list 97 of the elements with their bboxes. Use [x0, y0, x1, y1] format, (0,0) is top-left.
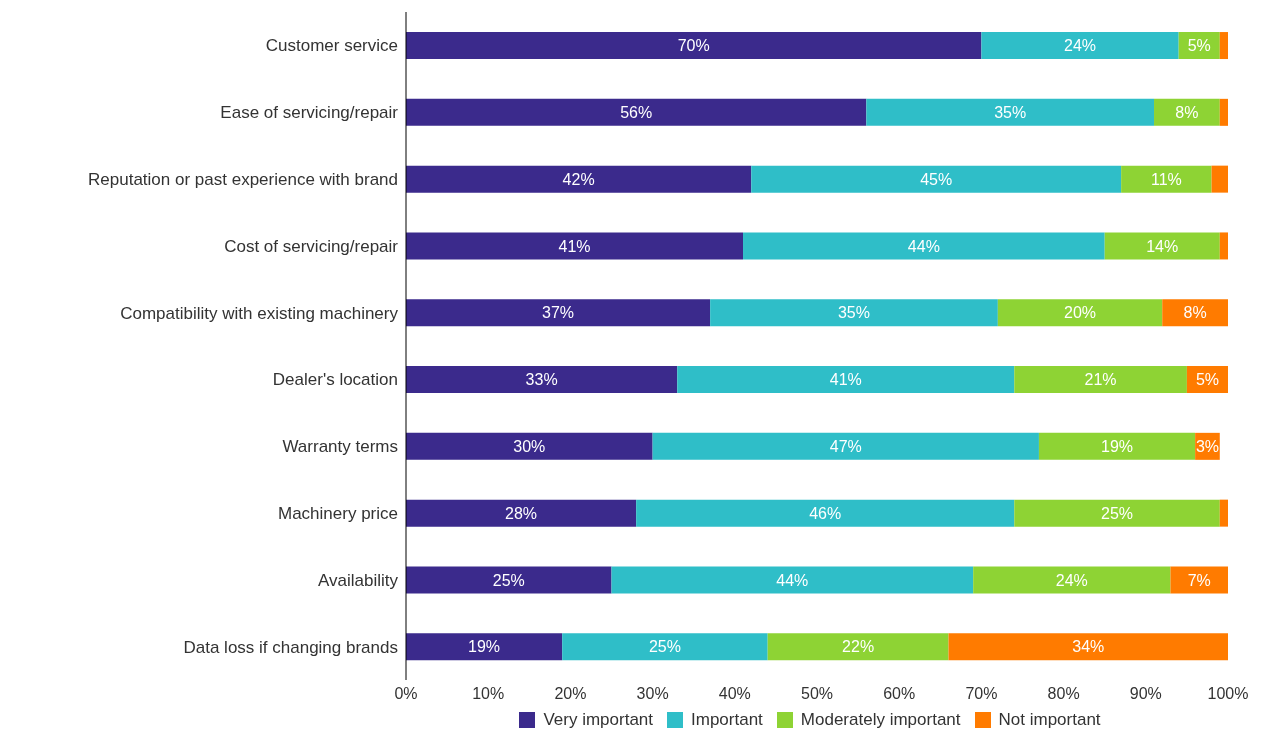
data-label: 11% — [1150, 170, 1182, 188]
bar — [406, 232, 744, 260]
bar — [406, 633, 563, 661]
y-tick-label: Availability — [317, 570, 399, 590]
data-label: 37% — [542, 304, 575, 322]
bar — [743, 232, 1105, 260]
bar — [767, 633, 949, 661]
data-label: 21% — [1084, 371, 1117, 389]
bar — [406, 165, 752, 193]
bar — [1219, 232, 1228, 260]
x-tick-label: 20% — [554, 685, 587, 703]
data-label: 33% — [525, 371, 558, 389]
data-label: 19% — [1101, 438, 1134, 456]
legend-label: Very important — [542, 710, 654, 730]
data-label: 5% — [1195, 371, 1220, 389]
data-label: 34% — [1072, 638, 1105, 656]
data-label: 56% — [620, 104, 653, 122]
data-label: 41% — [829, 371, 862, 389]
x-tick-label: 50% — [800, 685, 834, 703]
bar — [406, 499, 637, 527]
data-label: 30% — [513, 438, 546, 456]
y-tick-label: Dealer's location — [272, 370, 398, 390]
legend-label: Important — [690, 710, 763, 730]
bar — [1170, 566, 1228, 594]
x-tick-label: 40% — [718, 685, 751, 703]
data-label: 46% — [809, 504, 842, 522]
bar — [981, 32, 1179, 60]
data-label: 70% — [677, 37, 710, 55]
bar — [677, 366, 1015, 394]
bar — [997, 299, 1163, 327]
data-label: 20% — [1064, 304, 1097, 322]
bar — [1219, 98, 1228, 126]
data-label: 44% — [776, 571, 809, 589]
x-tick-label: 80% — [1047, 685, 1080, 703]
bar — [562, 633, 768, 661]
x-tick-label: 60% — [883, 685, 916, 703]
data-label: 45% — [920, 170, 953, 188]
y-tick-label: Cost of servicing/repair — [224, 236, 399, 256]
bar — [1014, 366, 1187, 394]
bar — [636, 499, 1015, 527]
data-label: 5% — [1187, 37, 1211, 55]
y-tick-label: Data loss if changing brands — [183, 637, 398, 657]
bar — [1121, 165, 1212, 193]
data-label: 28% — [505, 504, 538, 522]
bar — [1014, 499, 1220, 527]
bar — [1219, 499, 1228, 527]
bar — [751, 165, 1122, 193]
bar — [710, 299, 998, 327]
legend-label: Moderately important — [799, 710, 961, 730]
data-label: 24% — [1064, 37, 1097, 55]
bar — [1219, 32, 1228, 60]
bar — [1104, 232, 1220, 260]
x-tick-label: 30% — [636, 685, 669, 703]
bar — [1154, 98, 1220, 126]
data-label: 25% — [492, 571, 525, 589]
bar — [611, 566, 974, 594]
bar — [1162, 299, 1228, 327]
y-tick-label: Ease of servicing/repair — [220, 103, 399, 123]
data-label: 25% — [648, 638, 681, 656]
y-tick-label: Warranty terms — [282, 437, 398, 457]
bar — [973, 566, 1171, 594]
data-label: 8% — [1183, 304, 1207, 322]
y-tick-label: Compatibility with existing machinery — [120, 303, 399, 323]
data-label: 24% — [1055, 571, 1088, 589]
data-label: 42% — [562, 170, 595, 188]
bar — [406, 98, 867, 126]
data-label: 41% — [558, 237, 591, 255]
bar — [948, 633, 1228, 661]
x-tick-label: 100% — [1207, 685, 1249, 703]
x-tick-label: 90% — [1129, 685, 1162, 703]
bar — [1038, 432, 1196, 460]
x-tick-label: 0% — [394, 685, 418, 703]
data-label: 8% — [1175, 104, 1199, 122]
data-label: 14% — [1146, 237, 1179, 255]
bar — [1211, 165, 1228, 193]
bar — [406, 32, 982, 60]
bar — [406, 566, 612, 594]
data-label: 7% — [1187, 571, 1211, 589]
data-label: 3% — [1195, 438, 1220, 456]
legend-label: Not important — [997, 710, 1101, 730]
data-label: 35% — [837, 304, 871, 322]
bar — [406, 366, 678, 394]
x-tick-label: 70% — [965, 685, 998, 703]
data-label: 25% — [1101, 504, 1134, 522]
data-label: 44% — [907, 237, 940, 255]
x-tick-label: 10% — [472, 685, 505, 703]
y-tick-label: Machinery price — [278, 504, 398, 524]
data-label: 19% — [468, 638, 501, 656]
y-tick-label: Customer service — [265, 36, 398, 56]
data-label: 22% — [842, 638, 875, 656]
y-tick-label: Reputation or past experience with brand — [88, 170, 398, 190]
bar — [652, 432, 1039, 460]
bar — [866, 98, 1155, 126]
bar — [406, 299, 711, 327]
bar — [406, 432, 653, 460]
data-label: 47% — [829, 438, 862, 456]
data-label: 35% — [994, 104, 1027, 122]
